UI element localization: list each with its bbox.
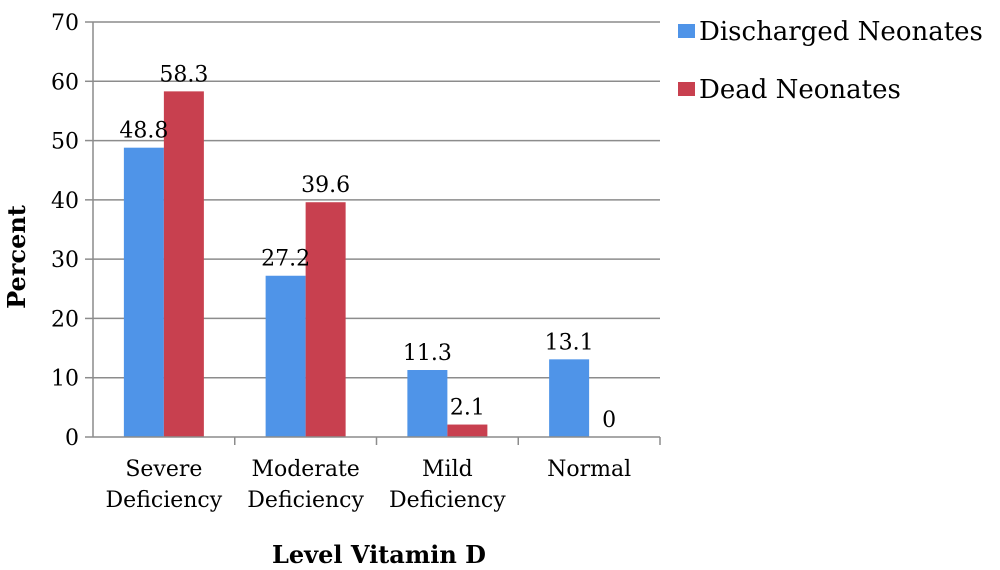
- x-category-label: Normal: [547, 457, 631, 482]
- y-tick-label: 50: [51, 130, 79, 155]
- x-category-label: Deficiency: [106, 488, 223, 513]
- y-tick-label: 70: [51, 11, 79, 36]
- data-label: 11.3: [403, 341, 452, 366]
- bars: [123, 91, 590, 437]
- bar-discharged: [265, 275, 306, 437]
- bar-dead: [447, 424, 488, 437]
- data-label: 48.8: [119, 119, 168, 144]
- y-axis-ticks: 0 10 20 30 40 50 60 70: [51, 11, 93, 451]
- data-label: 2.1: [450, 396, 485, 421]
- bar-dead: [305, 202, 346, 437]
- data-label: 27.2: [261, 247, 310, 272]
- y-tick-label: 20: [51, 307, 79, 332]
- x-category-label: Deficiency: [247, 488, 364, 513]
- legend-label: Discharged Neonates: [699, 17, 983, 47]
- x-axis-categories: Severe Deficiency Moderate Deficiency Mild De…: [106, 437, 661, 513]
- legend-swatch: [678, 82, 695, 96]
- legend: Discharged Neonates Dead Neonates: [678, 17, 983, 105]
- y-tick-label: 40: [51, 189, 79, 214]
- x-category-label: Deficiency: [389, 488, 506, 513]
- y-tick-label: 0: [65, 426, 79, 451]
- x-category-label: Mild: [422, 457, 473, 482]
- data-label: 0: [602, 408, 616, 433]
- bar-dead: [163, 91, 204, 437]
- y-tick-label: 30: [51, 248, 79, 273]
- data-label: 58.3: [159, 62, 208, 87]
- data-label: 13.1: [545, 330, 594, 355]
- data-labels: 48.8 58.3 27.2 39.6 11.3 2.1 13.1 0: [119, 62, 616, 433]
- y-tick-label: 60: [51, 70, 79, 95]
- y-tick-label: 10: [51, 367, 79, 392]
- x-category-label: Moderate: [251, 457, 359, 482]
- bar-discharged: [123, 147, 164, 437]
- legend-swatch: [678, 24, 695, 38]
- data-label: 39.6: [301, 173, 350, 198]
- x-axis-title: Level Vitamin D: [272, 540, 486, 569]
- x-category-label: Severe: [125, 457, 202, 482]
- legend-label: Dead Neonates: [699, 75, 901, 105]
- bar-discharged: [407, 370, 448, 437]
- y-axis-title: Percent: [2, 205, 31, 309]
- bar-discharged: [549, 359, 590, 437]
